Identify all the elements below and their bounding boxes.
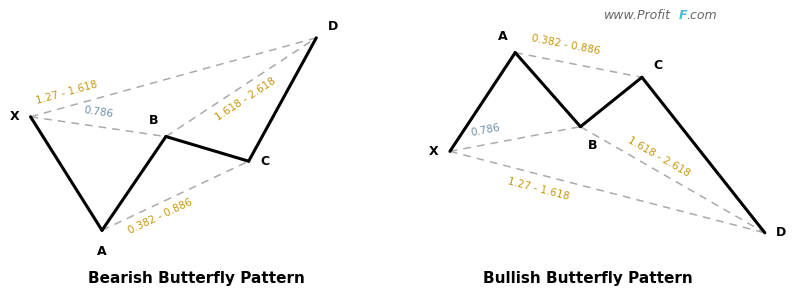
Text: Bearish Butterfly Pattern: Bearish Butterfly Pattern (87, 271, 305, 286)
Text: 1.27 - 1.618: 1.27 - 1.618 (35, 79, 99, 106)
Text: Bullish Butterfly Pattern: Bullish Butterfly Pattern (483, 271, 693, 286)
Text: C: C (654, 59, 662, 72)
Text: F: F (678, 9, 687, 22)
Text: .com: .com (686, 9, 717, 22)
Text: X: X (10, 110, 19, 123)
Text: 0.382 - 0.886: 0.382 - 0.886 (530, 34, 601, 57)
Text: X: X (429, 145, 438, 158)
Text: 0.382 - 0.886: 0.382 - 0.886 (126, 197, 194, 236)
Text: D: D (328, 20, 338, 33)
Text: B: B (149, 114, 158, 127)
Text: 0.786: 0.786 (82, 105, 114, 119)
Text: www.Profit: www.Profit (604, 9, 671, 22)
Text: B: B (588, 139, 598, 152)
Text: A: A (97, 245, 107, 258)
Text: 1.618 - 2.618: 1.618 - 2.618 (214, 76, 278, 123)
Text: 1.27 - 1.618: 1.27 - 1.618 (506, 176, 570, 202)
Text: C: C (260, 155, 269, 168)
Text: 0.786: 0.786 (470, 123, 501, 138)
Text: 1.618 - 2.618: 1.618 - 2.618 (626, 135, 692, 178)
Text: A: A (498, 30, 507, 43)
Text: D: D (776, 226, 786, 239)
